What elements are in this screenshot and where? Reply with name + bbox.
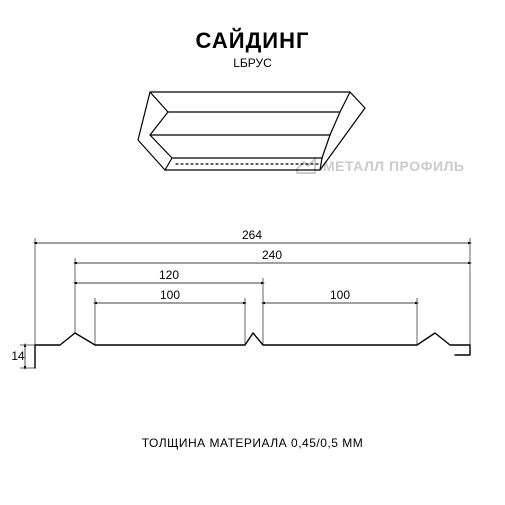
dim-100b: 100 <box>330 288 350 302</box>
dim-14: 14 <box>11 349 25 363</box>
dim-264: 264 <box>242 228 262 242</box>
dim-120: 120 <box>159 268 179 282</box>
material-thickness-text: ТОЛЩИНА МАТЕРИАЛА 0,45/0,5 ММ <box>0 436 505 450</box>
cross-section-profile <box>35 333 470 368</box>
diagram-container: САЙДИНГ LБРУС МЕТАЛЛ ПРОФИЛЬ <box>0 0 505 505</box>
dim-240: 240 <box>262 248 282 262</box>
dimension-lines <box>35 243 470 303</box>
dim-100a: 100 <box>160 288 180 302</box>
perspective-profile <box>138 92 365 170</box>
technical-drawing: 264 240 120 100 100 14 <box>0 0 505 505</box>
extension-lines <box>35 238 470 345</box>
